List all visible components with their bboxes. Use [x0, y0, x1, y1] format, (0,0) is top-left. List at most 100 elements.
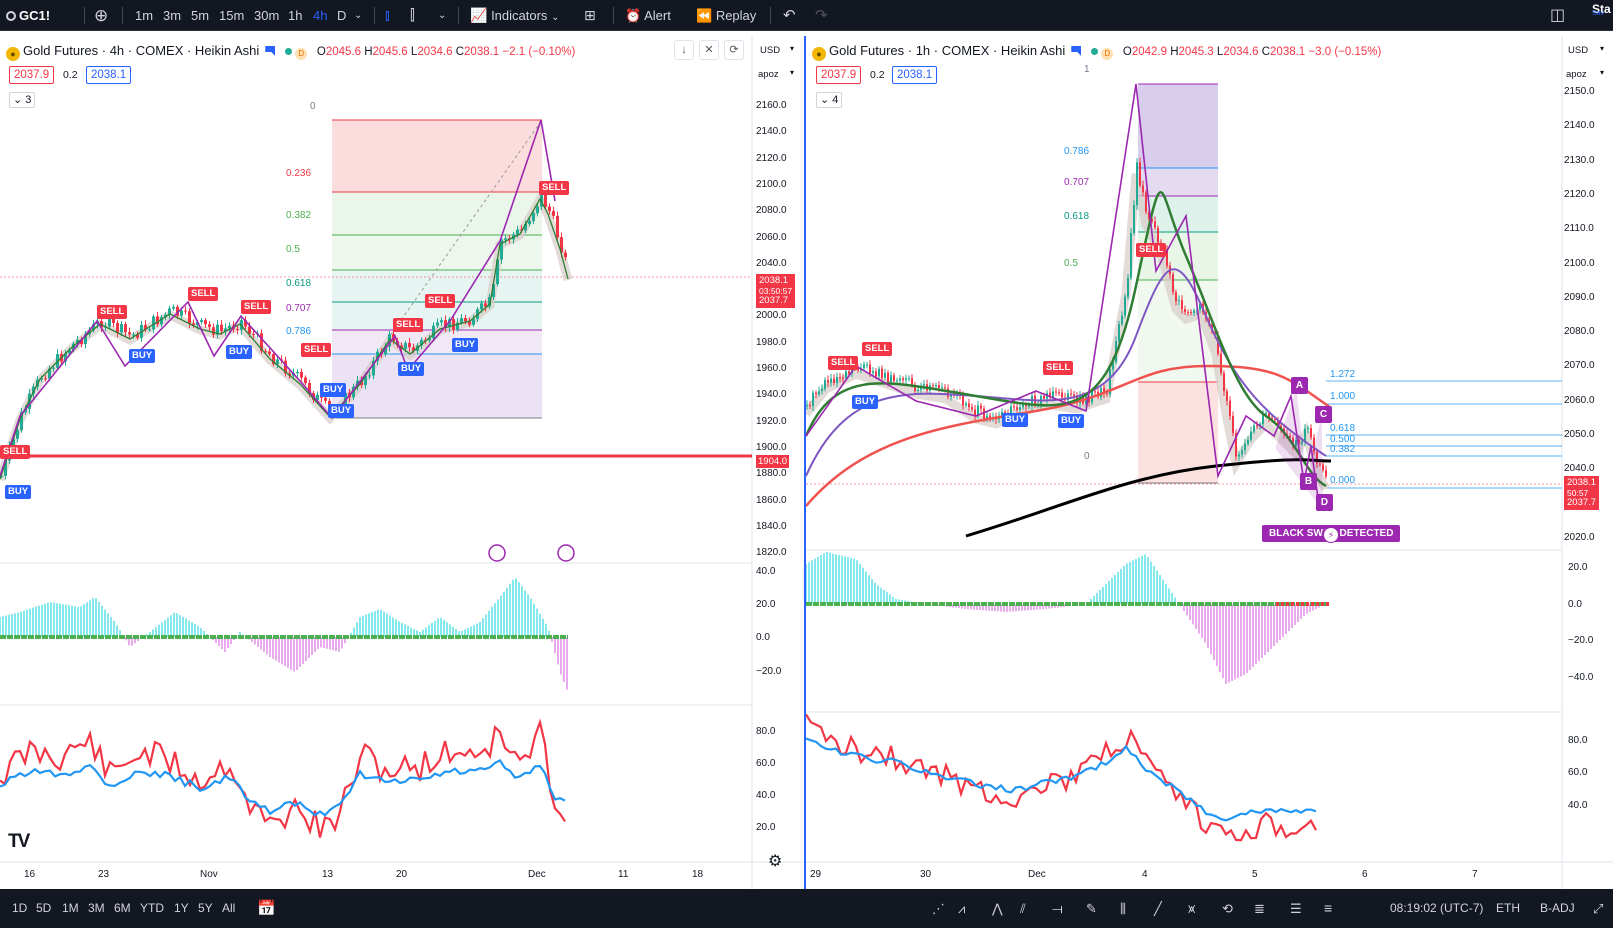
- abcd-tool-icon[interactable]: ⋀: [992, 901, 1003, 916]
- sell-signal-label: SELL: [97, 305, 128, 319]
- interval-15m[interactable]: 15m: [219, 8, 245, 23]
- pane-divider[interactable]: [804, 36, 806, 889]
- xabcd-tool-icon[interactable]: ⩘: [958, 901, 966, 916]
- buy-price-box[interactable]: 2038.1: [86, 66, 132, 84]
- pattern-tool-icon[interactable]: ⋰: [932, 901, 945, 916]
- chevron-down-icon[interactable]: ▾: [790, 44, 795, 53]
- chart-canvas-left[interactable]: [0, 36, 804, 889]
- range-All[interactable]: All: [222, 901, 236, 915]
- scroll-down-icon[interactable]: ↓: [674, 40, 694, 60]
- currency-select[interactable]: USD: [760, 45, 781, 56]
- candle-body: [938, 385, 940, 388]
- maximize-icon[interactable]: ⟳: [724, 40, 744, 60]
- candle-body: [932, 385, 934, 387]
- flag-icon[interactable]: [1071, 46, 1082, 56]
- chart-pane-right[interactable]: ● Gold Futures · 1h · COMEX · Heikin Ashi…: [806, 36, 1613, 889]
- candles-icon[interactable]: ⫾: [385, 7, 390, 24]
- head-shoulders-icon[interactable]: ⩙: [1188, 901, 1196, 916]
- candle-body: [1256, 425, 1258, 427]
- indicators-collapse-button[interactable]: ⌄ 4: [816, 92, 843, 108]
- candle-body: [448, 319, 451, 328]
- adjust-label[interactable]: B-ADJ: [1540, 901, 1575, 915]
- interval-5m[interactable]: 5m: [191, 8, 210, 23]
- fib-retracement-icon[interactable]: ≣: [1254, 901, 1265, 916]
- clock-label[interactable]: 08:19:02 (UTC-7): [1390, 901, 1484, 915]
- symbol-search-button[interactable]: GC1!: [6, 0, 50, 31]
- indicators-button[interactable]: 📈 Indicators ⌄: [470, 0, 559, 31]
- range-6M[interactable]: 6M: [114, 901, 131, 915]
- menu-icon[interactable]: ≡: [1324, 900, 1333, 916]
- range-YTD[interactable]: YTD: [140, 901, 164, 915]
- range-1Y[interactable]: 1Y: [174, 901, 189, 915]
- interval-1h[interactable]: 1h: [288, 8, 303, 23]
- candle-body: [1214, 331, 1216, 335]
- line-tool-icon[interactable]: ╱: [1154, 901, 1162, 916]
- layout-icon[interactable]: ◫: [1550, 7, 1566, 24]
- extension-level-label: 1.272: [1330, 369, 1356, 380]
- settings-gear-icon[interactable]: ⚙: [768, 853, 783, 870]
- flag-icon[interactable]: [265, 46, 276, 56]
- alert-button[interactable]: ⏰ Alert: [625, 0, 671, 31]
- candle-body: [881, 368, 883, 378]
- indicators-collapse-button[interactable]: ⌄ 3: [9, 92, 36, 108]
- trend-lines-icon[interactable]: ⫽: [1020, 901, 1026, 916]
- candle-body: [1289, 435, 1291, 438]
- chevron-down-icon[interactable]: ▾: [1600, 44, 1605, 53]
- scale-select[interactable]: apoz: [1566, 69, 1587, 80]
- chevron-down-icon[interactable]: ▾: [790, 68, 795, 77]
- replay-button[interactable]: ⏪ Replay: [696, 0, 756, 31]
- expand-icon[interactable]: ⤢: [1593, 901, 1604, 916]
- candle-body: [1187, 311, 1189, 313]
- long-position-icon[interactable]: ⫼: [1120, 901, 1126, 916]
- range-1D[interactable]: 1D: [12, 901, 28, 915]
- interval-1m[interactable]: 1m: [135, 8, 154, 23]
- chevron-down-icon[interactable]: ▾: [1600, 68, 1605, 77]
- add-symbol-icon[interactable]: ⊕: [94, 6, 109, 25]
- candle-body: [917, 389, 919, 391]
- candle-body: [1325, 470, 1327, 477]
- candle-body: [977, 405, 979, 416]
- buy-price-box[interactable]: 2038.1: [892, 66, 938, 84]
- oscillator-axis-label: 0.0: [756, 632, 770, 643]
- currency-select[interactable]: USD: [1568, 45, 1589, 56]
- calendar-icon[interactable]: 📅: [257, 900, 276, 917]
- horizontal-ray-icon[interactable]: ⟞: [1052, 901, 1063, 916]
- candle-body: [935, 385, 937, 387]
- sell-price-box[interactable]: 2037.9: [9, 66, 55, 84]
- undo-icon[interactable]: ↶: [783, 7, 796, 24]
- countdown: 03:50:57: [759, 286, 793, 296]
- close-icon[interactable]: ✕: [699, 40, 719, 60]
- range-5Y[interactable]: 5Y: [198, 901, 213, 915]
- range-1M[interactable]: 1M: [62, 901, 79, 915]
- chevron-down-icon[interactable]: ⌄: [354, 10, 363, 21]
- interval-4h[interactable]: 4h: [313, 8, 328, 23]
- sell-price-box[interactable]: 2037.9: [816, 66, 862, 84]
- chart-type-icon[interactable]: ⫿: [410, 7, 415, 24]
- start-label[interactable]: Sta: [1592, 2, 1611, 16]
- scale-select[interactable]: apoz: [758, 69, 779, 80]
- templates-icon[interactable]: ⊞: [584, 7, 596, 23]
- delayed-badge[interactable]: D: [1101, 48, 1114, 60]
- candle-body: [869, 364, 871, 374]
- delayed-badge[interactable]: D: [295, 48, 308, 60]
- interval-3m[interactable]: 3m: [163, 8, 182, 23]
- price-axis-label: 2130.0: [1564, 154, 1595, 166]
- save-label[interactable]: Sav: [1592, 10, 1605, 17]
- fib-extension-icon[interactable]: ☰: [1290, 901, 1302, 916]
- chart-canvas-right[interactable]: [806, 36, 1613, 889]
- session-label[interactable]: ETH: [1496, 901, 1520, 915]
- range-3M[interactable]: 3M: [88, 901, 105, 915]
- cycle-icon[interactable]: ⟲: [1222, 901, 1233, 916]
- brush-icon[interactable]: ✎: [1086, 901, 1097, 916]
- chart-pane-left[interactable]: ● Gold Futures · 4h · COMEX · Heikin Ashi…: [0, 36, 804, 889]
- redo-icon[interactable]: ↷: [815, 7, 828, 24]
- chart-title-left: Gold Futures · 4h · COMEX · Heikin Ashi: [23, 43, 260, 58]
- chevron-down-icon[interactable]: ⌄: [438, 10, 447, 21]
- candle-body: [1103, 387, 1105, 394]
- candle-body: [863, 364, 865, 369]
- range-5D[interactable]: 5D: [36, 901, 52, 915]
- buy-signal-label: BUY: [1002, 413, 1029, 427]
- candle-body: [1292, 437, 1294, 446]
- interval-30m[interactable]: 30m: [254, 8, 280, 23]
- interval-D[interactable]: D: [337, 8, 347, 23]
